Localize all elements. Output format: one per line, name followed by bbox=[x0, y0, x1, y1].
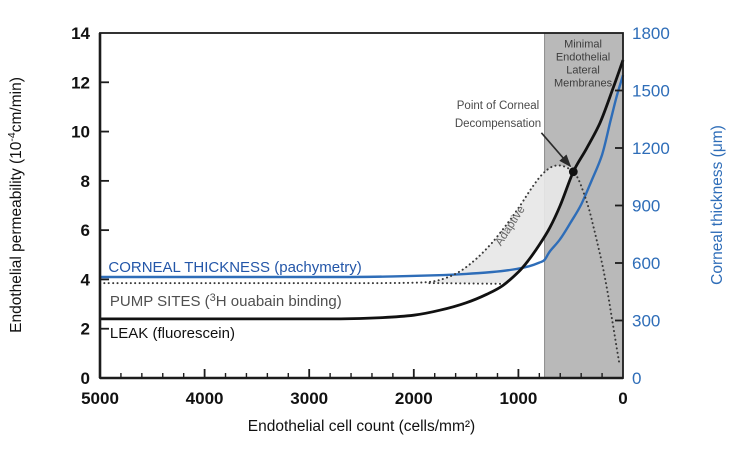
y-right-tick-label: 1500 bbox=[632, 82, 670, 101]
y-left-tick-label: 6 bbox=[81, 221, 90, 240]
y-right-tick-label: 0 bbox=[632, 369, 641, 388]
corneal-thickness-line bbox=[100, 74, 625, 279]
decompensation-label-line: Decompensation bbox=[455, 118, 541, 130]
pump-baseline-dotted bbox=[428, 282, 507, 285]
x-tick-label: 5000 bbox=[81, 389, 119, 408]
band-caption-line: Lateral bbox=[566, 64, 600, 76]
band-caption-line: Endothelial bbox=[556, 51, 610, 63]
y-left-axis-title: Endothelial permeability (10-4cm/min) bbox=[6, 77, 25, 333]
x-tick-label: 3000 bbox=[290, 389, 328, 408]
x-axis-title: Endothelial cell count (cells/mm²) bbox=[248, 418, 475, 435]
y-right-axis-title: Corneal thickness (μm) bbox=[709, 125, 726, 285]
pump-sites-label: PUMP SITES (3H ouabain binding) bbox=[110, 292, 342, 310]
y-left-tick-label: 4 bbox=[81, 270, 91, 289]
y-right-tick-label: 1800 bbox=[632, 24, 670, 43]
corneal-thickness-label: CORNEAL THICKNESS (pachymetry) bbox=[108, 259, 361, 276]
y-left-tick-label: 2 bbox=[81, 320, 90, 339]
y-right-tick-label: 900 bbox=[632, 197, 660, 216]
y-left-tick-label: 0 bbox=[81, 369, 90, 388]
x-tick-label: 1000 bbox=[499, 389, 537, 408]
adaptive-region bbox=[429, 165, 574, 284]
decompensation-label-line: Point of Corneal bbox=[457, 100, 539, 112]
band-caption-line: Minimal bbox=[564, 38, 602, 50]
decompensation-point bbox=[568, 167, 578, 177]
leak-label: LEAK (fluorescein) bbox=[110, 325, 235, 342]
y-left-tick-label: 14 bbox=[71, 24, 90, 43]
leak-line bbox=[100, 59, 625, 321]
x-tick-label: 2000 bbox=[395, 389, 433, 408]
y-left-tick-label: 8 bbox=[81, 172, 90, 191]
x-tick-label: 4000 bbox=[186, 389, 224, 408]
x-tick-label: 0 bbox=[618, 389, 627, 408]
y-right-tick-label: 1200 bbox=[632, 139, 670, 158]
decompensation-arrow bbox=[540, 132, 572, 168]
y-left-tick-label: 10 bbox=[71, 123, 90, 142]
y-right-tick-label: 600 bbox=[632, 254, 660, 273]
band-caption-line: Membranes bbox=[554, 77, 613, 89]
y-right-tick-label: 300 bbox=[632, 312, 660, 331]
pump-sites-line bbox=[99, 164, 621, 365]
y-left-tick-label: 12 bbox=[71, 73, 90, 92]
